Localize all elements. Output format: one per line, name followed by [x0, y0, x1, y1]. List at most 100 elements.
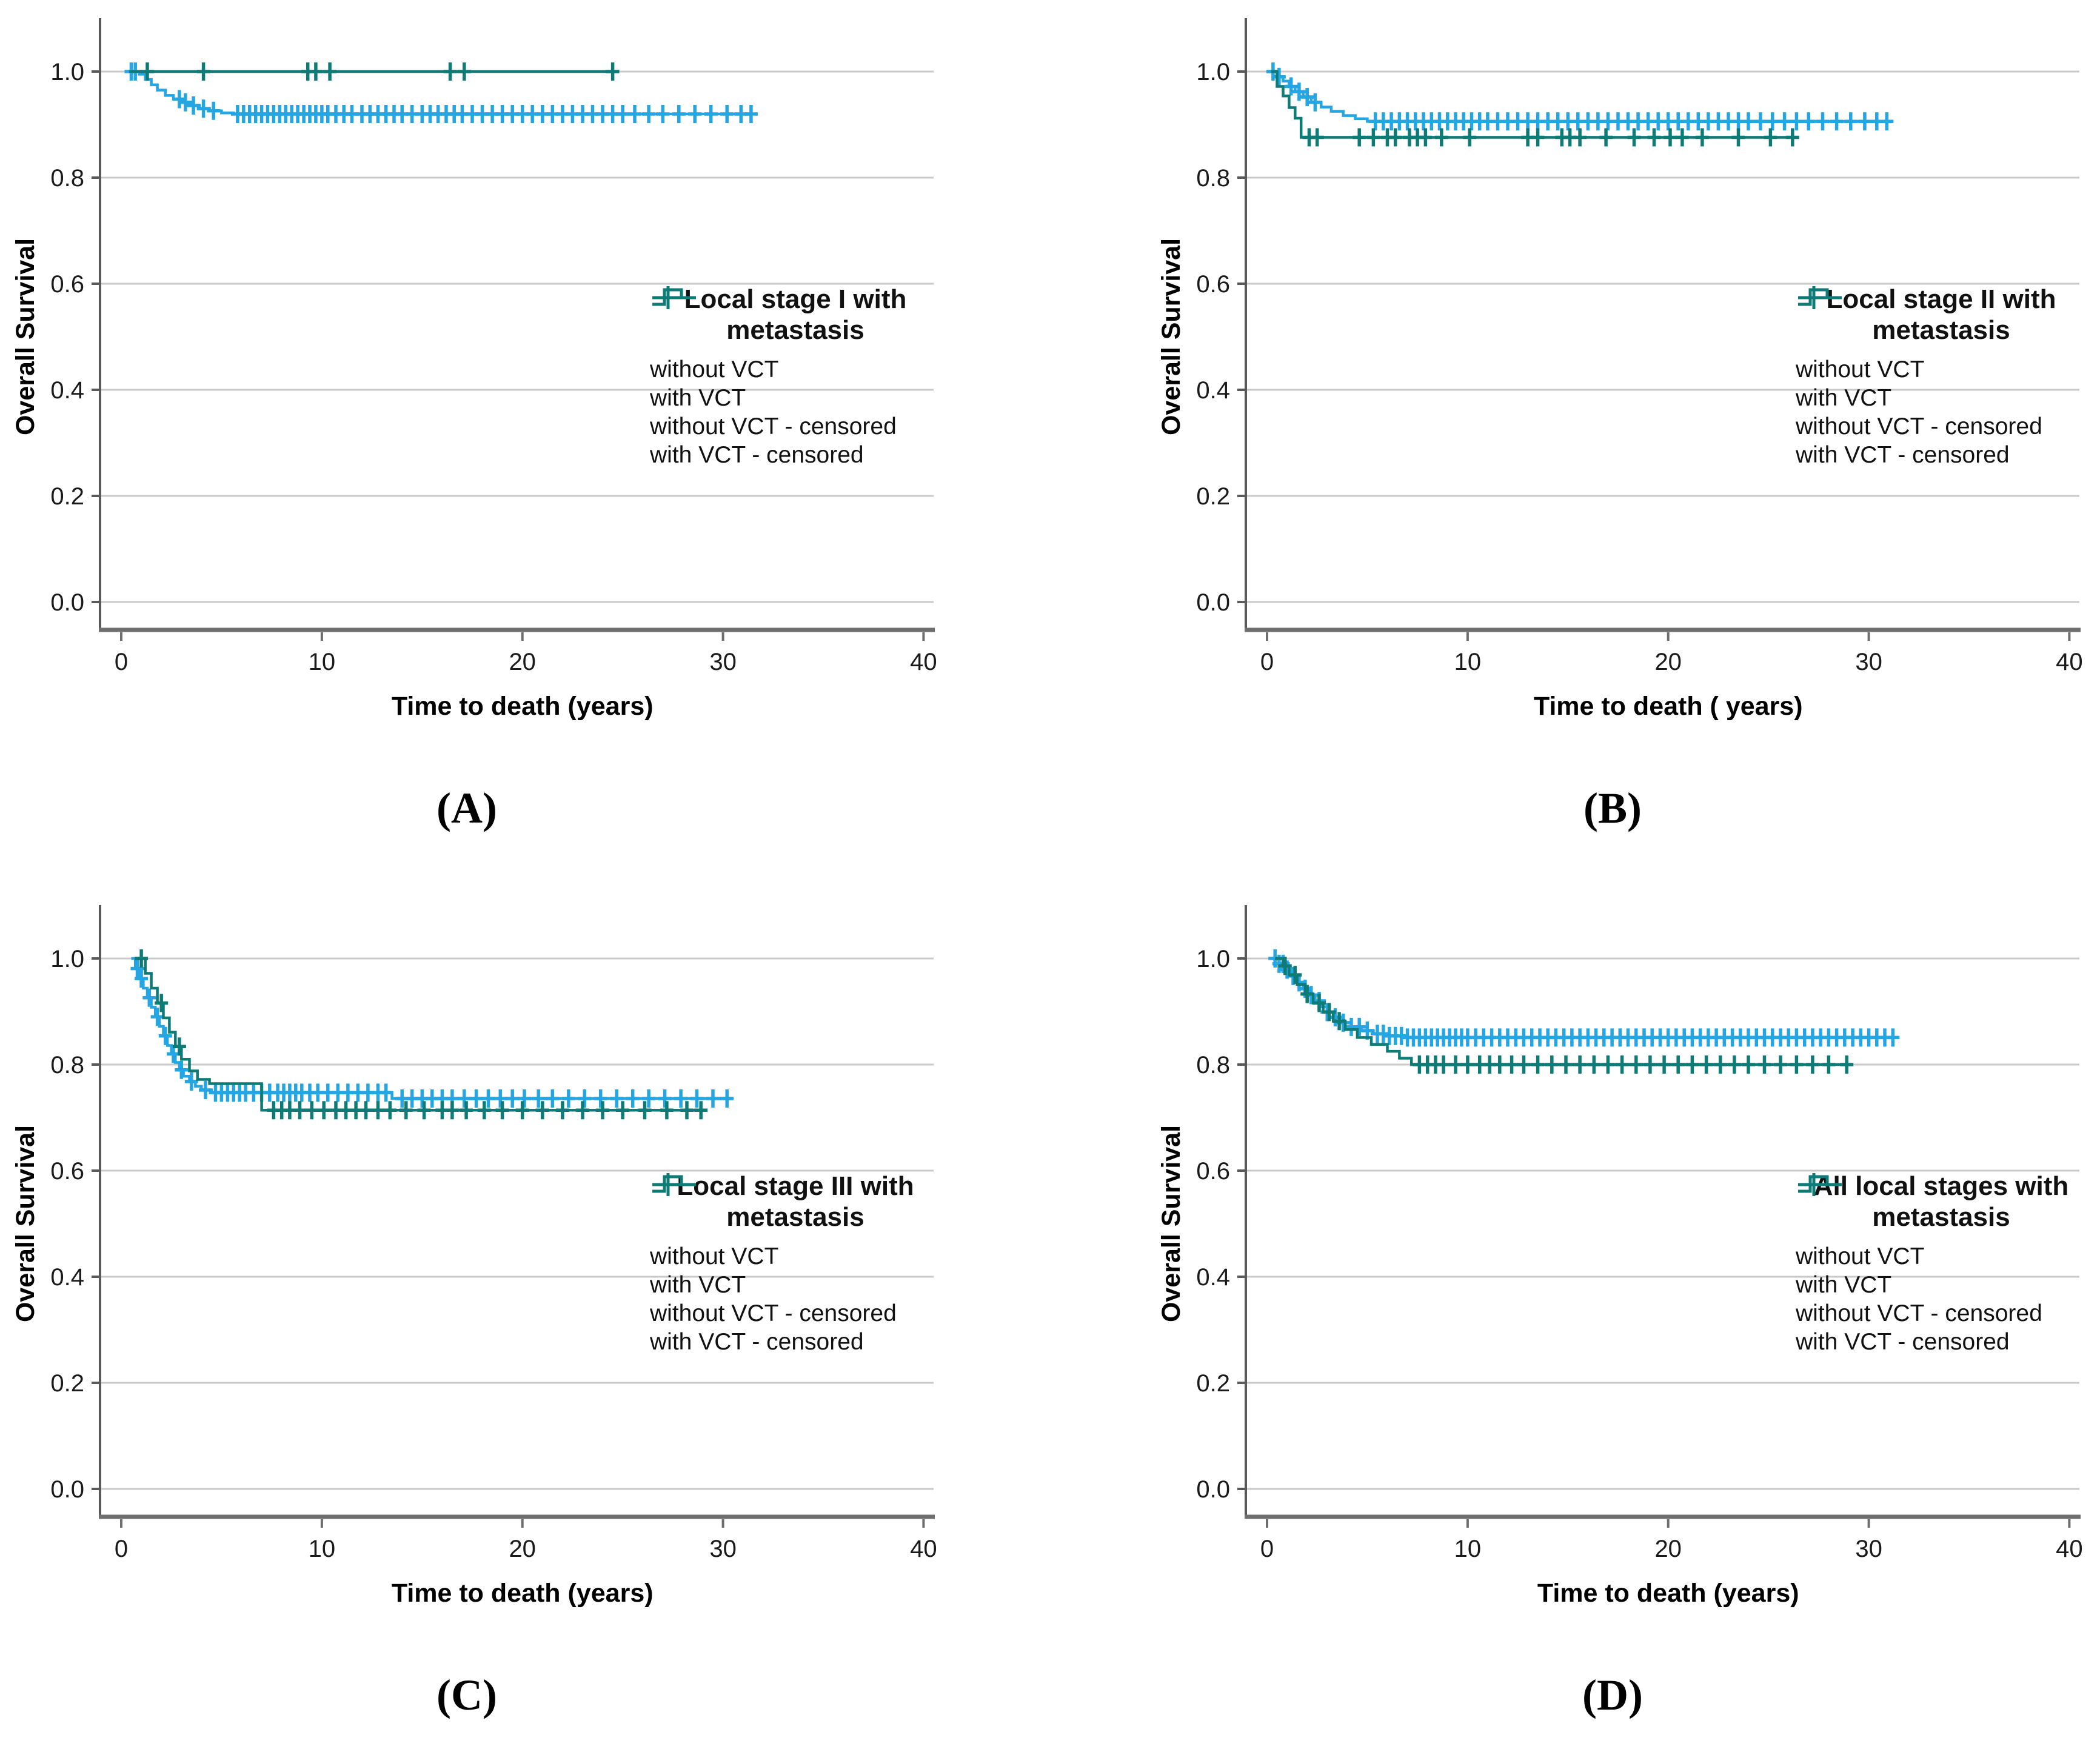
censor-marks-with-vct	[141, 62, 620, 81]
panel-c: 0 10 20 30 40 1.0 0.8 0.6 0.4 0.2 0.0 Time to death…	[0, 887, 954, 1749]
legend-item-label: with VCT - censored	[650, 1328, 864, 1355]
step-line-icon	[652, 288, 683, 306]
y-tick-label: 0.4	[1196, 377, 1230, 404]
step-line-icon	[652, 1175, 683, 1193]
censor-plus-icon	[652, 286, 696, 309]
x-axis-title: Time to death (years)	[1537, 1579, 1799, 1608]
legend-title-line: metastasis	[1872, 315, 2010, 346]
legend: All local stages with metastasis without…	[1796, 1171, 2087, 1356]
x-tick-label: 30	[1855, 1536, 1882, 1562]
x-tick-label: 40	[910, 649, 937, 675]
legend-title-line: metastasis	[1872, 1202, 2010, 1232]
x-tick-label: 10	[309, 1536, 336, 1562]
legend-item-label: without VCT	[650, 1243, 779, 1269]
survival-curve-with-vct	[1271, 70, 1795, 139]
legend-rows: without VCT with VCT without VCT - censo…	[650, 286, 941, 469]
km-plot-stage-1: 0 10 20 30 40 1.0 0.8 0.6 0.4 0.2 0.0 Time to death…	[11, 18, 937, 721]
y-tick-label: 0.0	[1196, 1476, 1230, 1503]
y-tick-label: 1.0	[50, 946, 84, 972]
x-tick-label: 30	[709, 1536, 737, 1562]
y-tick-label: 0.4	[50, 1264, 84, 1291]
x-axis-title: Time to death (years)	[392, 1579, 654, 1608]
censor-marks-with-vct	[135, 949, 708, 1120]
x-tick-label: 40	[2056, 1536, 2083, 1562]
y-tick-label: 1.0	[1196, 59, 1230, 85]
legend-item: without VCT - censored	[1796, 1173, 2087, 1328]
censor-plus-icon	[1798, 286, 1842, 309]
legend-item-label: with VCT - censored	[1796, 441, 2010, 468]
y-tick-label: 1.0	[1196, 946, 1230, 972]
legend-title: All local stages with metastasis	[1796, 1171, 2087, 1232]
legend-title-line: Local stage III with	[677, 1171, 914, 1201]
panel-a: 0 10 20 30 40 1.0 0.8 0.6 0.4 0.2 0.0 Time to death…	[0, 0, 954, 879]
legend-title-line: Local stage I with	[684, 284, 907, 314]
x-tick-label: 10	[1454, 649, 1482, 675]
legend-item-label: with VCT	[1796, 384, 1892, 411]
x-tick-label: 40	[2056, 649, 2083, 675]
y-tick-label: 0.2	[50, 483, 84, 510]
x-axis-title: Time to death (years)	[392, 692, 654, 721]
censor-marks-without-vct	[130, 959, 734, 1108]
y-axis-title: Overall Survival	[1157, 1125, 1186, 1322]
km-plot-stage-3: 0 10 20 30 40 1.0 0.8 0.6 0.4 0.2 0.0 Time to death…	[11, 905, 937, 1608]
legend-item: without VCT	[650, 1175, 941, 1271]
legend-title: Local stage I with metastasis	[650, 284, 941, 346]
survival-curve-with-vct	[139, 957, 703, 1112]
censor-marks-without-vct	[1268, 949, 1900, 1047]
x-tick-label: 20	[1654, 1536, 1682, 1562]
censor-marks-with-vct	[1278, 957, 1854, 1074]
step-line-icon	[1798, 288, 1829, 306]
y-tick-label: 0.8	[1196, 165, 1230, 192]
legend-item-label: without VCT	[650, 356, 779, 383]
legend-item: with VCT - censored	[650, 286, 941, 469]
y-tick-label: 0.6	[1196, 1158, 1230, 1185]
censor-plus-icon	[652, 1173, 696, 1196]
panel-caption: (B)	[1583, 784, 1642, 832]
y-tick-label: 0.8	[50, 1052, 84, 1078]
x-tick-label: 0	[1260, 1536, 1274, 1562]
x-tick-label: 30	[709, 649, 737, 675]
censor-marks-without-vct	[1266, 62, 1894, 131]
y-tick-label: 0.4	[50, 377, 84, 404]
y-tick-label: 0.2	[50, 1370, 84, 1397]
x-tick-label: 0	[1260, 649, 1274, 675]
legend-item-label: with VCT	[650, 1271, 746, 1298]
legend-item: with VCT - censored	[1796, 1173, 2087, 1356]
panel-d: 0 10 20 30 40 1.0 0.8 0.6 0.4 0.2 0.0 Time to death…	[1146, 887, 2100, 1749]
y-tick-label: 0.0	[50, 1476, 84, 1503]
y-tick-label: 0.8	[50, 165, 84, 192]
legend-item: without VCT - censored	[1796, 286, 2087, 441]
legend-rows: without VCT with VCT without VCT - censo…	[1796, 286, 2087, 469]
panel-caption: (C)	[436, 1671, 497, 1719]
censor-marks-with-vct	[1302, 128, 1799, 147]
censor-plus-icon	[1798, 1173, 1842, 1196]
y-tick-label: 0.2	[1196, 483, 1230, 510]
legend-title-line: All local stages with	[1813, 1171, 2069, 1201]
legend-item: without VCT	[1796, 1175, 2087, 1271]
legend-item: without VCT	[1796, 288, 2087, 384]
legend-title: Local stage II with metastasis	[1796, 284, 2087, 346]
x-axis-title: Time to death ( years)	[1534, 692, 1803, 721]
x-tick-label: 0	[115, 649, 128, 675]
panel-caption: (A)	[436, 784, 497, 832]
x-tick-label: 30	[1855, 649, 1882, 675]
legend-item: without VCT - censored	[650, 1173, 941, 1328]
y-tick-label: 0.2	[1196, 1370, 1230, 1397]
censor-marks-without-vct	[124, 62, 758, 123]
legend-item-label: without VCT	[1796, 356, 1925, 383]
y-axis-title: Overall Survival	[1157, 238, 1186, 435]
x-tick-label: 0	[115, 1536, 128, 1562]
km-plot-all-stages: 0 10 20 30 40 1.0 0.8 0.6 0.4 0.2 0.0 Time to death…	[1157, 905, 2083, 1608]
legend-title-line: metastasis	[726, 1202, 864, 1232]
survival-curve-without-vct	[131, 957, 734, 1100]
y-tick-label: 0.6	[50, 271, 84, 298]
x-tick-label: 40	[910, 1536, 937, 1562]
legend-item-label: without VCT	[1796, 1243, 1925, 1269]
x-tick-label: 20	[509, 1536, 536, 1562]
legend: Local stage III with metastasis without …	[650, 1171, 941, 1356]
survival-curve-without-vct	[127, 70, 754, 116]
panel-b: 0 10 20 30 40 1.0 0.8 0.6 0.4 0.2 0.0 Time to death…	[1146, 0, 2100, 879]
y-tick-label: 0.8	[1196, 1052, 1230, 1078]
x-tick-label: 20	[509, 649, 536, 675]
x-tick-label: 20	[1654, 649, 1682, 675]
